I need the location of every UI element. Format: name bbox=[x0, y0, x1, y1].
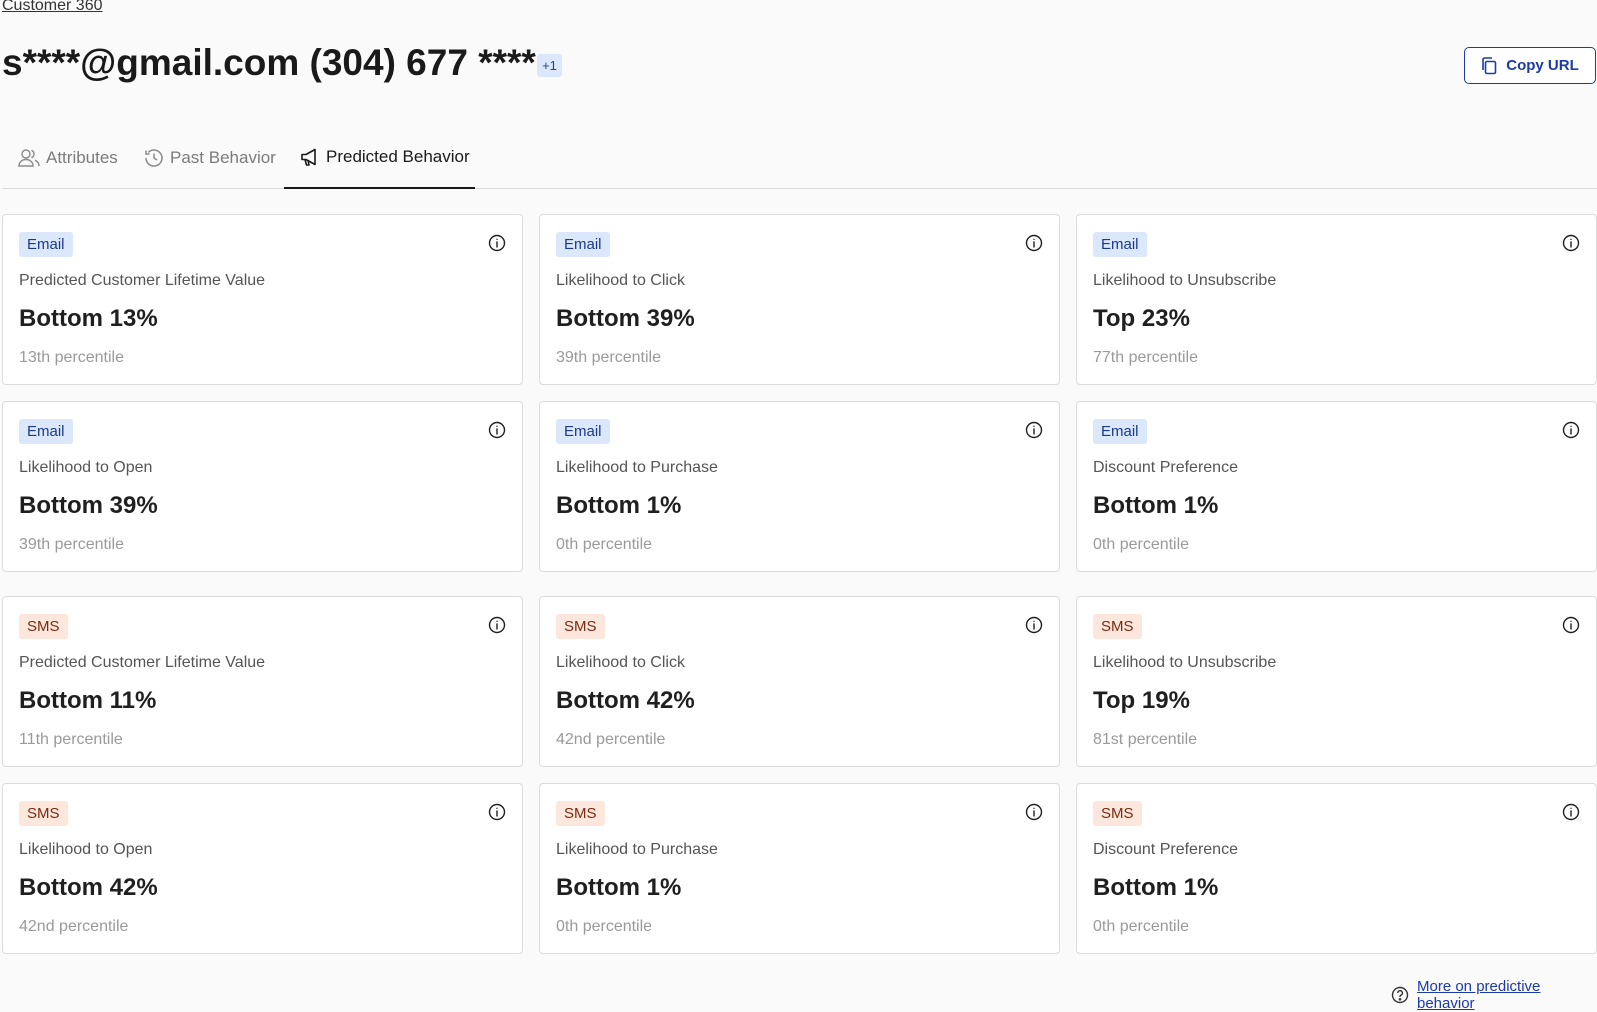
metric-name: Likelihood to Click bbox=[556, 654, 685, 671]
metric-percentile: 11th percentile bbox=[19, 731, 123, 748]
metric-name: Likelihood to Purchase bbox=[556, 459, 718, 476]
metric-percentile: 13th percentile bbox=[19, 349, 124, 366]
metric-card: Email Likelihood to Open Bottom 39% 39th pe… bbox=[2, 401, 523, 572]
channel-badge: SMS bbox=[19, 614, 68, 639]
tab-label-attributes: Attributes bbox=[46, 147, 118, 167]
metric-value: Bottom 1% bbox=[556, 874, 682, 901]
metric-percentile: 0th percentile bbox=[1093, 536, 1190, 553]
metric-card: SMS Likelihood to Click Bottom 42% 42nd per… bbox=[539, 596, 1060, 767]
metric-value: Bottom 42% bbox=[556, 687, 695, 714]
tab-past-behavior[interactable]: Past Behavior bbox=[144, 126, 276, 189]
metric-name: Predicted Customer Lifetime Value bbox=[19, 654, 266, 671]
metric-value: Bottom 39% bbox=[556, 305, 695, 332]
info-icon[interactable] bbox=[488, 234, 506, 252]
metric-name: Likelihood to Click bbox=[556, 272, 685, 289]
metric-percentile: 39th percentile bbox=[556, 349, 661, 366]
tab-bar: Attributes Past Behavior Predicted Behav… bbox=[2, 126, 1597, 189]
metric-name: Likelihood to Unsubscribe bbox=[1093, 272, 1277, 289]
metric-percentile: 81st percentile bbox=[1093, 731, 1198, 748]
info-icon[interactable] bbox=[1562, 421, 1580, 439]
metric-percentile: 0th percentile bbox=[556, 918, 653, 935]
extra-identifiers-badge[interactable]: +1 bbox=[537, 54, 562, 77]
metric-percentile: 42nd percentile bbox=[19, 918, 129, 935]
channel-badge: SMS bbox=[1093, 614, 1142, 639]
copy-url-label: Copy URL bbox=[1506, 57, 1579, 74]
tab-label-past-behavior: Past Behavior bbox=[170, 147, 276, 167]
metric-card: SMS Likelihood to Open Bottom 42% 42nd perc… bbox=[2, 783, 523, 954]
channel-badge: Email bbox=[1093, 232, 1147, 257]
tab-predicted-behavior[interactable]: Predicted Behavior bbox=[284, 126, 475, 189]
metric-value: Bottom 1% bbox=[1093, 874, 1219, 901]
metric-card: SMS Likelihood to Unsubscribe Top 19% 81st … bbox=[1076, 596, 1597, 767]
metric-percentile: 0th percentile bbox=[556, 536, 653, 553]
channel-badge: SMS bbox=[556, 801, 605, 826]
metric-card: Email Predicted Customer Lifetime Value Bo… bbox=[2, 214, 523, 385]
metric-card: SMS Predicted Customer Lifetime Value Bott… bbox=[2, 596, 523, 767]
info-icon[interactable] bbox=[1562, 803, 1580, 821]
metric-value: Bottom 13% bbox=[19, 305, 158, 332]
info-icon[interactable] bbox=[488, 803, 506, 821]
metric-name: Likelihood to Open bbox=[19, 459, 153, 476]
metric-name: Likelihood to Purchase bbox=[556, 841, 718, 858]
info-icon[interactable] bbox=[488, 616, 506, 634]
metric-percentile: 77th percentile bbox=[1093, 349, 1198, 366]
metric-percentile: 39th percentile bbox=[19, 536, 124, 553]
metric-name: Discount Preference bbox=[1093, 841, 1238, 858]
info-icon[interactable] bbox=[1025, 234, 1043, 252]
channel-badge: SMS bbox=[1093, 801, 1142, 826]
channel-badge: Email bbox=[556, 232, 610, 257]
help-circle-icon bbox=[1391, 986, 1409, 1004]
history-icon bbox=[144, 148, 164, 168]
metric-percentile: 42nd percentile bbox=[556, 731, 666, 748]
page-title: s****@gmail.com (304) 677 **** bbox=[2, 42, 536, 83]
metric-card: Email Likelihood to Unsubscribe Top 23% 77t… bbox=[1076, 214, 1597, 385]
metric-card: SMS Discount Preference Bottom 1% 0th perce… bbox=[1076, 783, 1597, 954]
metric-name: Likelihood to Open bbox=[19, 841, 153, 858]
info-icon[interactable] bbox=[1025, 421, 1043, 439]
channel-badge: Email bbox=[19, 232, 73, 257]
more-link-label: More on predictive behavior bbox=[1417, 978, 1541, 1012]
metric-name: Predicted Customer Lifetime Value bbox=[19, 272, 266, 289]
channel-badge: Email bbox=[19, 419, 73, 444]
channel-badge: Email bbox=[556, 419, 610, 444]
metric-name: Discount Preference bbox=[1093, 459, 1238, 476]
metric-value: Top 19% bbox=[1093, 687, 1190, 714]
metric-percentile: 0th percentile bbox=[1093, 918, 1190, 935]
metric-value: Top 23% bbox=[1093, 305, 1190, 332]
metric-value: Bottom 42% bbox=[19, 874, 158, 901]
metric-card: Email Likelihood to Click Bottom 39% 39th p… bbox=[539, 214, 1060, 385]
metric-card: Email Likelihood to Purchase Bottom 1% 0th … bbox=[539, 401, 1060, 572]
more-on-predictive-behavior-link[interactable]: More on predictive behavior bbox=[1391, 978, 1597, 1012]
tab-attributes[interactable]: Attributes bbox=[18, 126, 118, 189]
channel-badge: SMS bbox=[19, 801, 68, 826]
metric-value: Bottom 39% bbox=[19, 492, 158, 519]
channel-badge: Email bbox=[1093, 419, 1147, 444]
tab-label-predicted-behavior: Predicted Behavior bbox=[326, 146, 470, 166]
metric-value: Bottom 1% bbox=[1093, 492, 1219, 519]
channel-badge: SMS bbox=[556, 614, 605, 639]
info-icon[interactable] bbox=[1562, 616, 1580, 634]
metric-card: Email Discount Preference Bottom 1% 0th per… bbox=[1076, 401, 1597, 572]
breadcrumb-customer-360[interactable]: Customer 360 bbox=[2, 0, 103, 14]
metric-value: Bottom 11% bbox=[19, 687, 157, 714]
users-icon bbox=[18, 148, 40, 168]
metric-name: Likelihood to Unsubscribe bbox=[1093, 654, 1277, 671]
metric-card: SMS Likelihood to Purchase Bottom 1% 0th pe… bbox=[539, 783, 1060, 954]
metric-value: Bottom 1% bbox=[556, 492, 682, 519]
info-icon[interactable] bbox=[488, 421, 506, 439]
copy-icon bbox=[1481, 56, 1497, 75]
megaphone-icon bbox=[300, 147, 320, 167]
info-icon[interactable] bbox=[1025, 616, 1043, 634]
info-icon[interactable] bbox=[1562, 234, 1580, 252]
copy-url-button[interactable]: Copy URL bbox=[1464, 47, 1596, 84]
info-icon[interactable] bbox=[1025, 803, 1043, 821]
